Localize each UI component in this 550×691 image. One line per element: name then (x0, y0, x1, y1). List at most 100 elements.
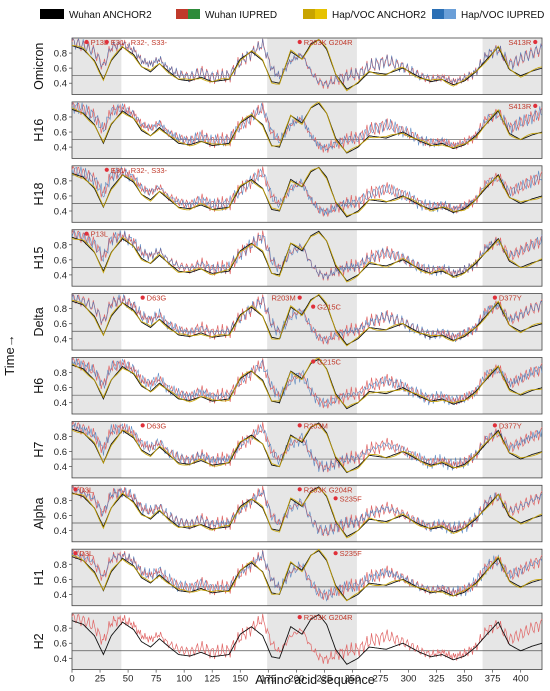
mutation-label: P13L (91, 38, 109, 47)
panel-delta: 0.4 0.6 0.8 Delta D63G R203M G215C D377Y (32, 293, 543, 351)
y-tick-label: 0.4 (54, 79, 67, 90)
x-tick-label: 250 (344, 674, 360, 685)
series-wuhan-anchor2 (71, 166, 543, 218)
legend-label: Hap/VOC ANCHOR2 (332, 10, 426, 21)
panel-frame (71, 37, 543, 95)
shaded-region (267, 101, 357, 159)
panel-label: H2 (32, 633, 46, 649)
shaded-region (267, 229, 357, 287)
mutation-label: P13L (91, 230, 109, 239)
series-voc-anchor2 (71, 232, 543, 283)
legend-swatch (40, 9, 64, 19)
series-voc-anchor2 (71, 293, 543, 347)
mutation-label: D377Y (499, 294, 522, 303)
panel-frame (71, 484, 543, 543)
y-tick-label: 0.6 (54, 639, 67, 650)
panel-label: H1 (32, 569, 46, 585)
y-tick-label: 0.8 (54, 240, 67, 251)
y-tick-label: 0.4 (54, 334, 67, 345)
y-tick-label: 0.8 (54, 49, 67, 60)
shaded-region (267, 293, 357, 351)
mutation-label: E31-, R32-, S33- (111, 166, 168, 175)
mutation-marker (84, 231, 89, 236)
shaded-region (267, 549, 357, 606)
mutation-label: D63G (147, 294, 167, 303)
panel-label: H16 (32, 119, 46, 142)
legend-label: Wuhan ANCHOR2 (69, 10, 152, 21)
y-tick-label: 0.6 (54, 64, 67, 75)
mutation-marker (311, 359, 316, 364)
mutation-marker (104, 39, 109, 45)
mutation-label: G215C (317, 303, 341, 312)
mutation-marker (297, 487, 302, 492)
legend-swatch (303, 9, 315, 19)
y-axis-label: Time→ (2, 334, 17, 375)
x-tick-label: 325 (429, 674, 445, 685)
y-tick-label: 0.8 (54, 176, 67, 187)
mutation-label: D3L (79, 549, 93, 558)
panel-label: H18 (32, 183, 46, 206)
panel-frame (71, 293, 543, 351)
series-wuhan-anchor2 (71, 614, 543, 665)
mutation-label: R203K G204R (304, 38, 353, 47)
panel-frame (71, 420, 543, 479)
legend-swatch (444, 9, 456, 19)
series-wuhan-anchor2 (71, 550, 543, 601)
mutation-marker (297, 295, 302, 300)
y-tick-label: 0.6 (54, 575, 67, 586)
series-voc-iupred (71, 229, 543, 280)
mutation-label: D3L (79, 485, 93, 494)
mutation-label: R203K G204R (304, 613, 353, 622)
y-tick-label: 0.6 (54, 255, 67, 266)
series-voc-iupred (71, 549, 543, 602)
y-tick-label: 0.6 (54, 383, 67, 394)
series-voc-anchor2 (71, 357, 543, 409)
x-tick-label: 75 (151, 674, 162, 685)
series-voc-iupred (71, 38, 543, 88)
legend-label: Hap/VOC IUPRED (461, 10, 544, 21)
series-voc-anchor2 (71, 423, 543, 473)
y-tick-label: 0.4 (54, 398, 67, 409)
mutation-marker (73, 551, 78, 556)
series-wuhan-anchor2 (71, 38, 543, 90)
mutation-marker (297, 39, 302, 45)
x-tick-label: 200 (288, 674, 304, 685)
mutation-marker (140, 423, 145, 428)
x-tick-label: 175 (260, 674, 276, 685)
mutation-label: E31-, R32-, S33- (111, 38, 168, 47)
legend-item: Wuhan ANCHOR2 (40, 9, 152, 21)
panel-h6: 0.4 0.6 0.8 H6 G215C (32, 357, 543, 415)
mutation-marker (333, 496, 338, 501)
y-tick-label: 0.8 (54, 560, 67, 571)
y-tick-label: 0.4 (54, 143, 67, 154)
series-wuhan-anchor2 (71, 422, 543, 474)
series-voc-anchor2 (71, 167, 543, 217)
panel-label: H7 (32, 442, 46, 458)
x-axis-label: Amino acid sequence (255, 673, 375, 687)
mutation-label: S235F (340, 494, 363, 503)
y-tick-label: 0.4 (54, 462, 67, 473)
legend-swatch (188, 9, 200, 19)
x-tick-label: 225 (316, 674, 332, 685)
y-tick-label: 0.8 (54, 304, 67, 315)
series-voc-iupred (71, 166, 543, 216)
x-tick-label: 275 (373, 674, 389, 685)
series-voc-iupred (71, 421, 543, 473)
x-axis: 0 25 50 75 100 125 150 175 200 225 250 275 300 325 350… (69, 669, 529, 685)
mutation-marker (84, 39, 89, 45)
mutation-label: S235F (340, 549, 363, 558)
y-tick-label: 0.8 (54, 624, 67, 635)
panel-label: Omicron (32, 43, 46, 90)
shaded-region (267, 357, 357, 414)
mutation-marker (533, 39, 538, 45)
series-voc-iupred (71, 486, 543, 536)
mutation-label: G215C (317, 358, 341, 367)
x-tick-label: 50 (123, 674, 134, 685)
x-tick-label: 350 (457, 674, 473, 685)
panel-label: H15 (32, 246, 46, 269)
legend-swatch (176, 9, 188, 19)
mutation-marker (104, 167, 109, 172)
x-tick-label: 25 (95, 674, 106, 685)
